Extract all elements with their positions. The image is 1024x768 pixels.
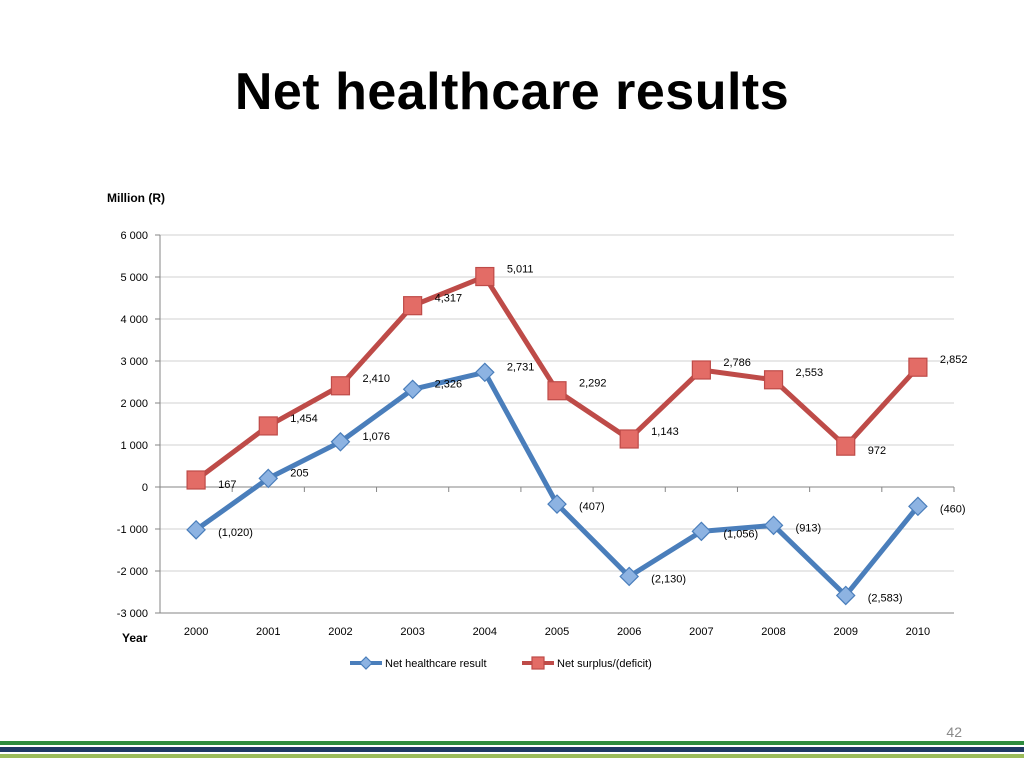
x-tick-label: 2008 [761,626,785,638]
data-point-diamond [691,521,712,542]
data-point-square [908,357,928,377]
data-label: 2,292 [579,378,607,390]
data-point-square [475,266,495,287]
x-tick-label: 2005 [545,626,569,638]
data-point-square [836,436,856,456]
footer-band-gap [0,745,1024,747]
y-tick-label: -3 000 [117,608,148,620]
data-label: 167 [218,479,236,491]
data-point-diamond [835,585,856,606]
y-tick-label: 4 000 [120,314,148,326]
data-label: 2,553 [796,367,824,379]
legend: Net healthcare result Net surplus/(defici… [350,656,652,670]
footer-band-navy [0,747,1024,752]
data-label: (407) [579,501,605,513]
x-tick-label: 2010 [906,626,930,638]
data-label: (2,130) [651,573,686,585]
y-tick-label: 1 000 [120,440,148,452]
data-point-diamond [359,656,373,670]
data-label: (1,056) [723,528,758,540]
data-labels: (1,020) 205 1,076 2,326 2,731 (407) (2,130) (1,… [218,264,967,605]
y-axis-label: Million (R) [107,191,165,205]
axes: 6 000 5 000 4 000 3 000 2 000 1 000 0 -1 000 -2 … [117,230,955,638]
data-point-diamond [330,431,351,452]
x-tick-label: 2001 [256,626,280,638]
data-point-diamond [908,496,928,517]
footer-bands [0,741,1024,758]
x-tick-label: 2007 [689,626,713,638]
data-point-square [403,296,423,316]
data-point-diamond [763,515,784,536]
slide-title: Net healthcare results [234,63,790,121]
data-point-square [547,381,567,401]
data-label: 4,317 [435,293,463,305]
data-label: 205 [290,467,308,479]
footer-band-light [0,754,1024,758]
x-tick-label: 2002 [328,626,352,638]
y-tick-label: 3 000 [120,356,148,368]
data-label: 2,731 [507,361,535,373]
x-axis-label: Year [122,631,148,645]
data-label: 1,454 [290,413,318,425]
data-point-square [258,416,278,436]
data-label: 2,786 [723,357,751,369]
data-point-square [691,360,711,380]
data-point-diamond [186,519,206,540]
footer-band-green [0,741,1024,745]
data-label: 2,410 [362,373,390,385]
data-label: 1,076 [362,431,390,443]
y-tick-label: 0 [142,482,148,494]
data-point-square [186,470,206,490]
data-label: (913) [796,522,822,534]
data-point-square [619,429,639,449]
data-label: (2,583) [868,592,903,604]
y-tick-label: -1 000 [117,524,148,536]
data-point-diamond [258,468,279,489]
data-label: (1,020) [218,527,253,539]
legend-label: Net surplus/(deficit) [557,658,652,670]
data-label: 2,852 [940,354,968,366]
x-tick-label: 2003 [400,626,424,638]
y-tick-label: 2 000 [120,398,148,410]
page-number: 42 [946,724,962,740]
data-label: 1,143 [651,426,679,438]
data-label: 972 [868,445,886,457]
y-tick-label: 6 000 [120,230,148,242]
data-point-square [763,370,784,390]
x-tick-label: 2000 [184,626,208,638]
grid [160,234,954,614]
data-point-square [330,376,351,396]
data-label: 2,326 [435,378,463,390]
footer-band-gap-2 [0,752,1024,754]
data-point-diamond [619,566,640,587]
data-point-square [531,656,545,670]
legend-label: Net healthcare result [385,658,487,670]
data-label: (460) [940,503,966,515]
data-label: 5,011 [507,264,534,276]
data-point-diamond [402,379,423,400]
data-point-diamond [547,494,567,514]
y-tick-label: -2 000 [117,566,148,578]
series [186,266,928,606]
x-tick-label: 2006 [617,626,641,638]
line-chart: Million (R) Year 6 000 5 000 4 000 3 000 2 0… [107,191,967,670]
y-tick-label: 5 000 [120,272,148,284]
data-point-diamond [474,362,495,383]
x-tick-label: 2009 [833,626,857,638]
x-tick-label: 2004 [473,626,497,638]
